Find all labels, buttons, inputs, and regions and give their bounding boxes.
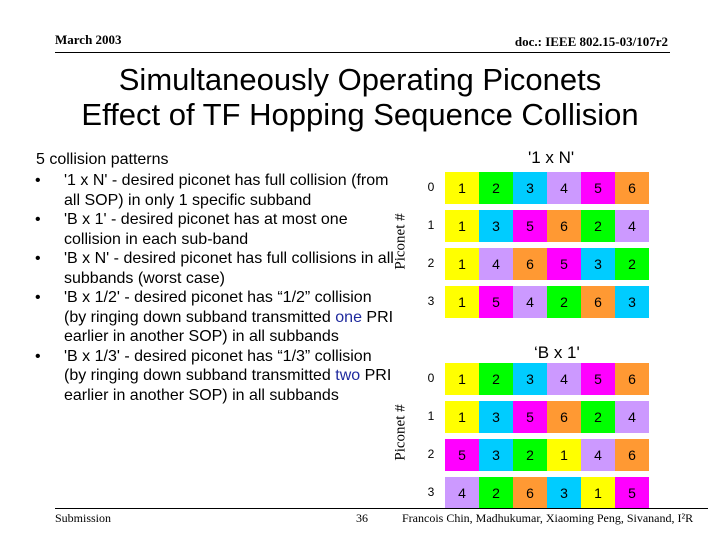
bullet-text: 'B x N' - desired piconet has full colli…: [64, 250, 394, 287]
bullet-icon: •: [35, 250, 41, 267]
table-2-title: ‘B x 1': [534, 343, 580, 362]
bullet-text: 'B x 1/2' - desired piconet has “1/2” co…: [64, 289, 372, 326]
intro-text: 5 collision patterns: [36, 151, 169, 168]
subband-cell: 4: [479, 248, 513, 280]
subband-cell: 3: [581, 248, 615, 280]
row-label: 0: [427, 180, 435, 194]
list-item: • 'B x N' - desired piconet has full col…: [35, 249, 396, 288]
subband-cell: 4: [615, 401, 649, 433]
bullet-text: 'B x 1' - desired piconet has at most on…: [64, 211, 348, 248]
subband-cell: 2: [479, 172, 513, 204]
subband-cell: 4: [547, 363, 581, 395]
subband-cell: 3: [513, 363, 547, 395]
subband-cell: 5: [581, 172, 615, 204]
subband-cell: 4: [581, 439, 615, 471]
bullet-icon: •: [35, 347, 41, 365]
list-item: • 'B x 1/2' - desired piconet has “1/2” …: [35, 288, 396, 347]
subband-cell: 6: [615, 439, 649, 471]
row-label: 3: [427, 485, 435, 499]
subband-cell: 6: [547, 401, 581, 433]
bullet-highlight: one: [335, 308, 362, 326]
row-label: 0: [427, 371, 435, 385]
subband-cell: 4: [615, 210, 649, 242]
subband-cell: 6: [581, 286, 615, 318]
piconet-axis-label-2: Piconet #: [392, 404, 409, 461]
subband-cell: 5: [513, 210, 547, 242]
subband-cell: 1: [445, 286, 479, 318]
bullet-text: '1 x N' - desired piconet has full colli…: [64, 172, 389, 209]
header-date: March 2003: [55, 32, 122, 47]
bullet-text: 'B x 1/3' - desired piconet has “1/3” co…: [64, 347, 372, 385]
subband-cell: 2: [513, 439, 547, 471]
row-label: 1: [427, 218, 435, 232]
subband-cell: 6: [547, 210, 581, 242]
footer-submission: Submission: [55, 511, 112, 525]
page-number: 36: [356, 511, 368, 525]
list-item: • '1 x N' - desired piconet has full col…: [35, 171, 396, 210]
list-item: • 'B x 1/3' - desired piconet has “1/3” …: [35, 347, 396, 406]
row-label: 1: [427, 409, 435, 423]
bullet-icon: •: [35, 289, 41, 306]
subband-cell: 3: [547, 477, 581, 509]
subband-cell: 3: [479, 439, 513, 471]
subband-cell: 1: [445, 210, 479, 242]
subband-cell: 5: [547, 248, 581, 280]
subband-cell: 2: [479, 477, 513, 509]
row-label: 2: [427, 447, 435, 461]
subband-cell: 2: [615, 248, 649, 280]
subband-cell: 6: [615, 363, 649, 395]
subband-cell: 5: [615, 477, 649, 509]
title-line-1: Simultaneously Operating Piconets: [118, 62, 602, 97]
slide-title: Simultaneously Operating Piconets Effect…: [0, 62, 720, 132]
subband-cell: 6: [513, 248, 547, 280]
subband-cell: 3: [615, 286, 649, 318]
collision-pattern-list: • '1 x N' - desired piconet has full col…: [35, 171, 396, 406]
header-divider: [55, 52, 670, 53]
bullet-icon: •: [35, 211, 41, 228]
bullet-text: PRI earlier in another SOP) in all subba…: [64, 308, 394, 346]
subband-cell: 1: [445, 363, 479, 395]
bullet-icon: •: [35, 172, 41, 189]
subband-cell: 4: [445, 477, 479, 509]
title-line-2: Effect of TF Hopping Sequence Collision: [81, 97, 639, 132]
subband-cell: 2: [581, 401, 615, 433]
table-1-title: '1 x N': [528, 148, 575, 167]
subband-cell: 2: [547, 286, 581, 318]
subband-cell: 1: [445, 401, 479, 433]
piconet-axis-label-1: Piconet #: [392, 213, 409, 270]
subband-cell: 1: [581, 477, 615, 509]
subband-cell: 5: [445, 439, 479, 471]
list-item: • 'B x 1' - desired piconet has at most …: [35, 210, 396, 249]
subband-cell: 1: [445, 172, 479, 204]
subband-cell: 6: [615, 172, 649, 204]
subband-cell: 6: [513, 477, 547, 509]
subband-cell: 3: [479, 210, 513, 242]
subband-cell: 2: [581, 210, 615, 242]
subband-cell: 1: [445, 248, 479, 280]
bullet-text: PRI earlier in another SOP) in all subba…: [64, 367, 392, 404]
subband-cell: 2: [479, 363, 513, 395]
row-label: 3: [427, 294, 435, 308]
header-doc-id: doc.: IEEE 802.15-03/107r2: [514, 34, 668, 49]
subband-cell: 5: [581, 363, 615, 395]
subband-cell: 3: [479, 401, 513, 433]
subband-cell: 5: [479, 286, 513, 318]
subband-cell: 5: [513, 401, 547, 433]
row-label: 2: [427, 256, 435, 270]
subband-cell: 4: [513, 286, 547, 318]
subband-cell: 1: [547, 439, 581, 471]
bullet-highlight: two: [335, 367, 361, 384]
footer-authors: Francois Chin, Madhukumar, Xiaoming Peng…: [402, 511, 694, 525]
subband-cell: 4: [547, 172, 581, 204]
footer-divider: [55, 508, 708, 509]
subband-cell: 3: [513, 172, 547, 204]
